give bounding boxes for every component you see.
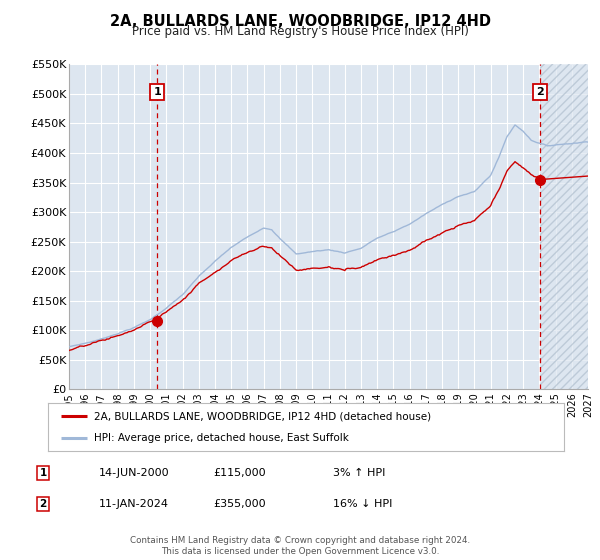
Text: 3% ↑ HPI: 3% ↑ HPI xyxy=(333,468,385,478)
Text: £355,000: £355,000 xyxy=(213,499,266,509)
Text: 11-JAN-2024: 11-JAN-2024 xyxy=(99,499,169,509)
Text: 1: 1 xyxy=(154,87,161,97)
Text: 2A, BULLARDS LANE, WOODBRIDGE, IP12 4HD: 2A, BULLARDS LANE, WOODBRIDGE, IP12 4HD xyxy=(110,14,491,29)
Bar xyxy=(540,64,588,389)
Text: HPI: Average price, detached house, East Suffolk: HPI: Average price, detached house, East… xyxy=(94,433,349,443)
Text: 2A, BULLARDS LANE, WOODBRIDGE, IP12 4HD (detached house): 2A, BULLARDS LANE, WOODBRIDGE, IP12 4HD … xyxy=(94,411,431,421)
Text: 2: 2 xyxy=(536,87,544,97)
Text: 2: 2 xyxy=(40,499,47,509)
Text: 14-JUN-2000: 14-JUN-2000 xyxy=(99,468,170,478)
Text: Contains HM Land Registry data © Crown copyright and database right 2024.
This d: Contains HM Land Registry data © Crown c… xyxy=(130,536,470,556)
Text: Price paid vs. HM Land Registry's House Price Index (HPI): Price paid vs. HM Land Registry's House … xyxy=(131,25,469,38)
Text: £115,000: £115,000 xyxy=(213,468,266,478)
Text: 16% ↓ HPI: 16% ↓ HPI xyxy=(333,499,392,509)
Text: 1: 1 xyxy=(40,468,47,478)
